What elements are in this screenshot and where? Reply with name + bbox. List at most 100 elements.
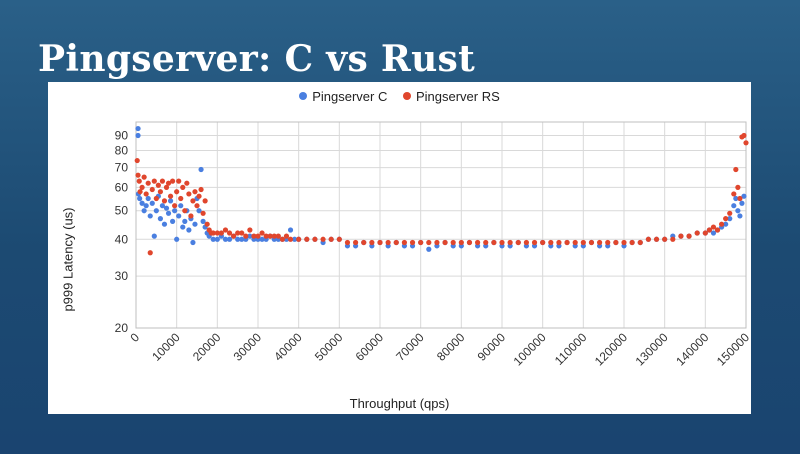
point-c: [159, 203, 166, 209]
point-rs: [167, 193, 174, 199]
point-c: [731, 203, 737, 209]
point-c: [147, 213, 153, 219]
point-rs: [710, 224, 717, 230]
point-rs: [165, 180, 172, 186]
point-rs: [540, 239, 546, 246]
point-c: [157, 216, 163, 222]
point-rs: [723, 216, 729, 222]
point-rs: [251, 233, 257, 239]
point-rs: [180, 184, 186, 190]
point-rs: [653, 236, 660, 242]
x-tick-label: 70000: [393, 330, 427, 364]
point-rs: [426, 239, 432, 246]
point-rs: [235, 230, 241, 236]
point-rs: [239, 230, 245, 236]
point-rs: [491, 239, 497, 246]
point-rs: [336, 236, 342, 242]
x-tick-label: 150000: [714, 330, 751, 368]
point-c: [723, 221, 729, 227]
point-rs: [143, 191, 149, 197]
point-rs: [134, 157, 140, 164]
point-c: [741, 193, 747, 199]
point-c: [192, 221, 198, 227]
point-rs: [194, 203, 200, 209]
point-rs: [442, 239, 448, 246]
point-c: [235, 236, 241, 242]
point-rs: [418, 239, 424, 246]
point-rs: [727, 210, 733, 216]
point-rs: [196, 193, 202, 199]
point-c: [737, 213, 743, 219]
y-axis-title: p999 Latency (us): [60, 207, 76, 312]
point-rs: [137, 189, 143, 195]
point-rs: [141, 174, 147, 180]
point-rs: [706, 227, 713, 233]
point-rs: [714, 227, 721, 233]
point-rs: [369, 239, 375, 246]
point-c: [710, 230, 717, 236]
point-rs: [218, 230, 224, 236]
point-rs: [170, 178, 176, 184]
point-rs: [139, 184, 145, 190]
x-tick-label: 0: [127, 330, 142, 345]
point-c: [167, 198, 174, 204]
point-rs: [184, 180, 190, 186]
point-rs: [629, 239, 635, 246]
point-rs: [556, 239, 562, 246]
x-tick-label: 100000: [511, 330, 549, 368]
point-rs: [694, 230, 700, 236]
slide-title: Pingserver: C vs Rust: [38, 38, 476, 80]
point-c: [161, 221, 168, 227]
point-c: [727, 216, 733, 222]
point-rs: [259, 230, 265, 236]
point-rs: [361, 239, 367, 246]
legend-marker-c: [299, 92, 308, 100]
point-rs: [198, 186, 204, 193]
point-rs: [267, 233, 273, 239]
point-rs: [564, 239, 570, 246]
x-tick-label: 50000: [312, 330, 346, 364]
y-tick-label: 80: [115, 144, 129, 158]
point-rs: [296, 236, 302, 242]
point-rs: [320, 236, 326, 242]
point-c: [137, 195, 143, 202]
point-rs: [135, 172, 141, 178]
x-tick-label: 80000: [434, 330, 468, 364]
point-c: [141, 208, 147, 214]
point-rs: [222, 227, 229, 233]
point-rs: [147, 250, 153, 256]
point-c: [247, 233, 253, 239]
point-c: [165, 210, 172, 216]
point-c: [145, 195, 151, 202]
point-rs: [401, 239, 407, 246]
point-rs: [192, 189, 198, 195]
point-rs: [149, 186, 155, 193]
point-rs: [621, 239, 627, 246]
point-rs: [662, 236, 668, 242]
y-tick-label: 30: [115, 269, 129, 283]
point-c: [226, 236, 233, 242]
point-c: [178, 203, 184, 209]
point-rs: [155, 182, 161, 188]
point-rs: [377, 239, 383, 246]
point-c: [239, 236, 245, 242]
point-c: [149, 200, 155, 206]
point-c: [200, 218, 206, 224]
point-rs: [182, 208, 188, 214]
point-rs: [733, 166, 739, 173]
point-rs: [735, 184, 741, 190]
point-rs: [719, 221, 725, 227]
point-rs: [136, 178, 142, 184]
legend-label-rs: Pingserver RS: [415, 88, 500, 104]
point-rs: [385, 239, 391, 246]
legend-marker-rs: [402, 92, 411, 100]
point-c: [170, 218, 176, 224]
point-rs: [580, 239, 586, 246]
point-c: [135, 125, 141, 132]
point-rs: [188, 213, 194, 219]
point-rs: [572, 239, 578, 246]
point-c: [426, 246, 432, 252]
point-rs: [145, 180, 151, 186]
point-rs: [458, 239, 464, 246]
x-tick-label: 130000: [633, 330, 671, 368]
